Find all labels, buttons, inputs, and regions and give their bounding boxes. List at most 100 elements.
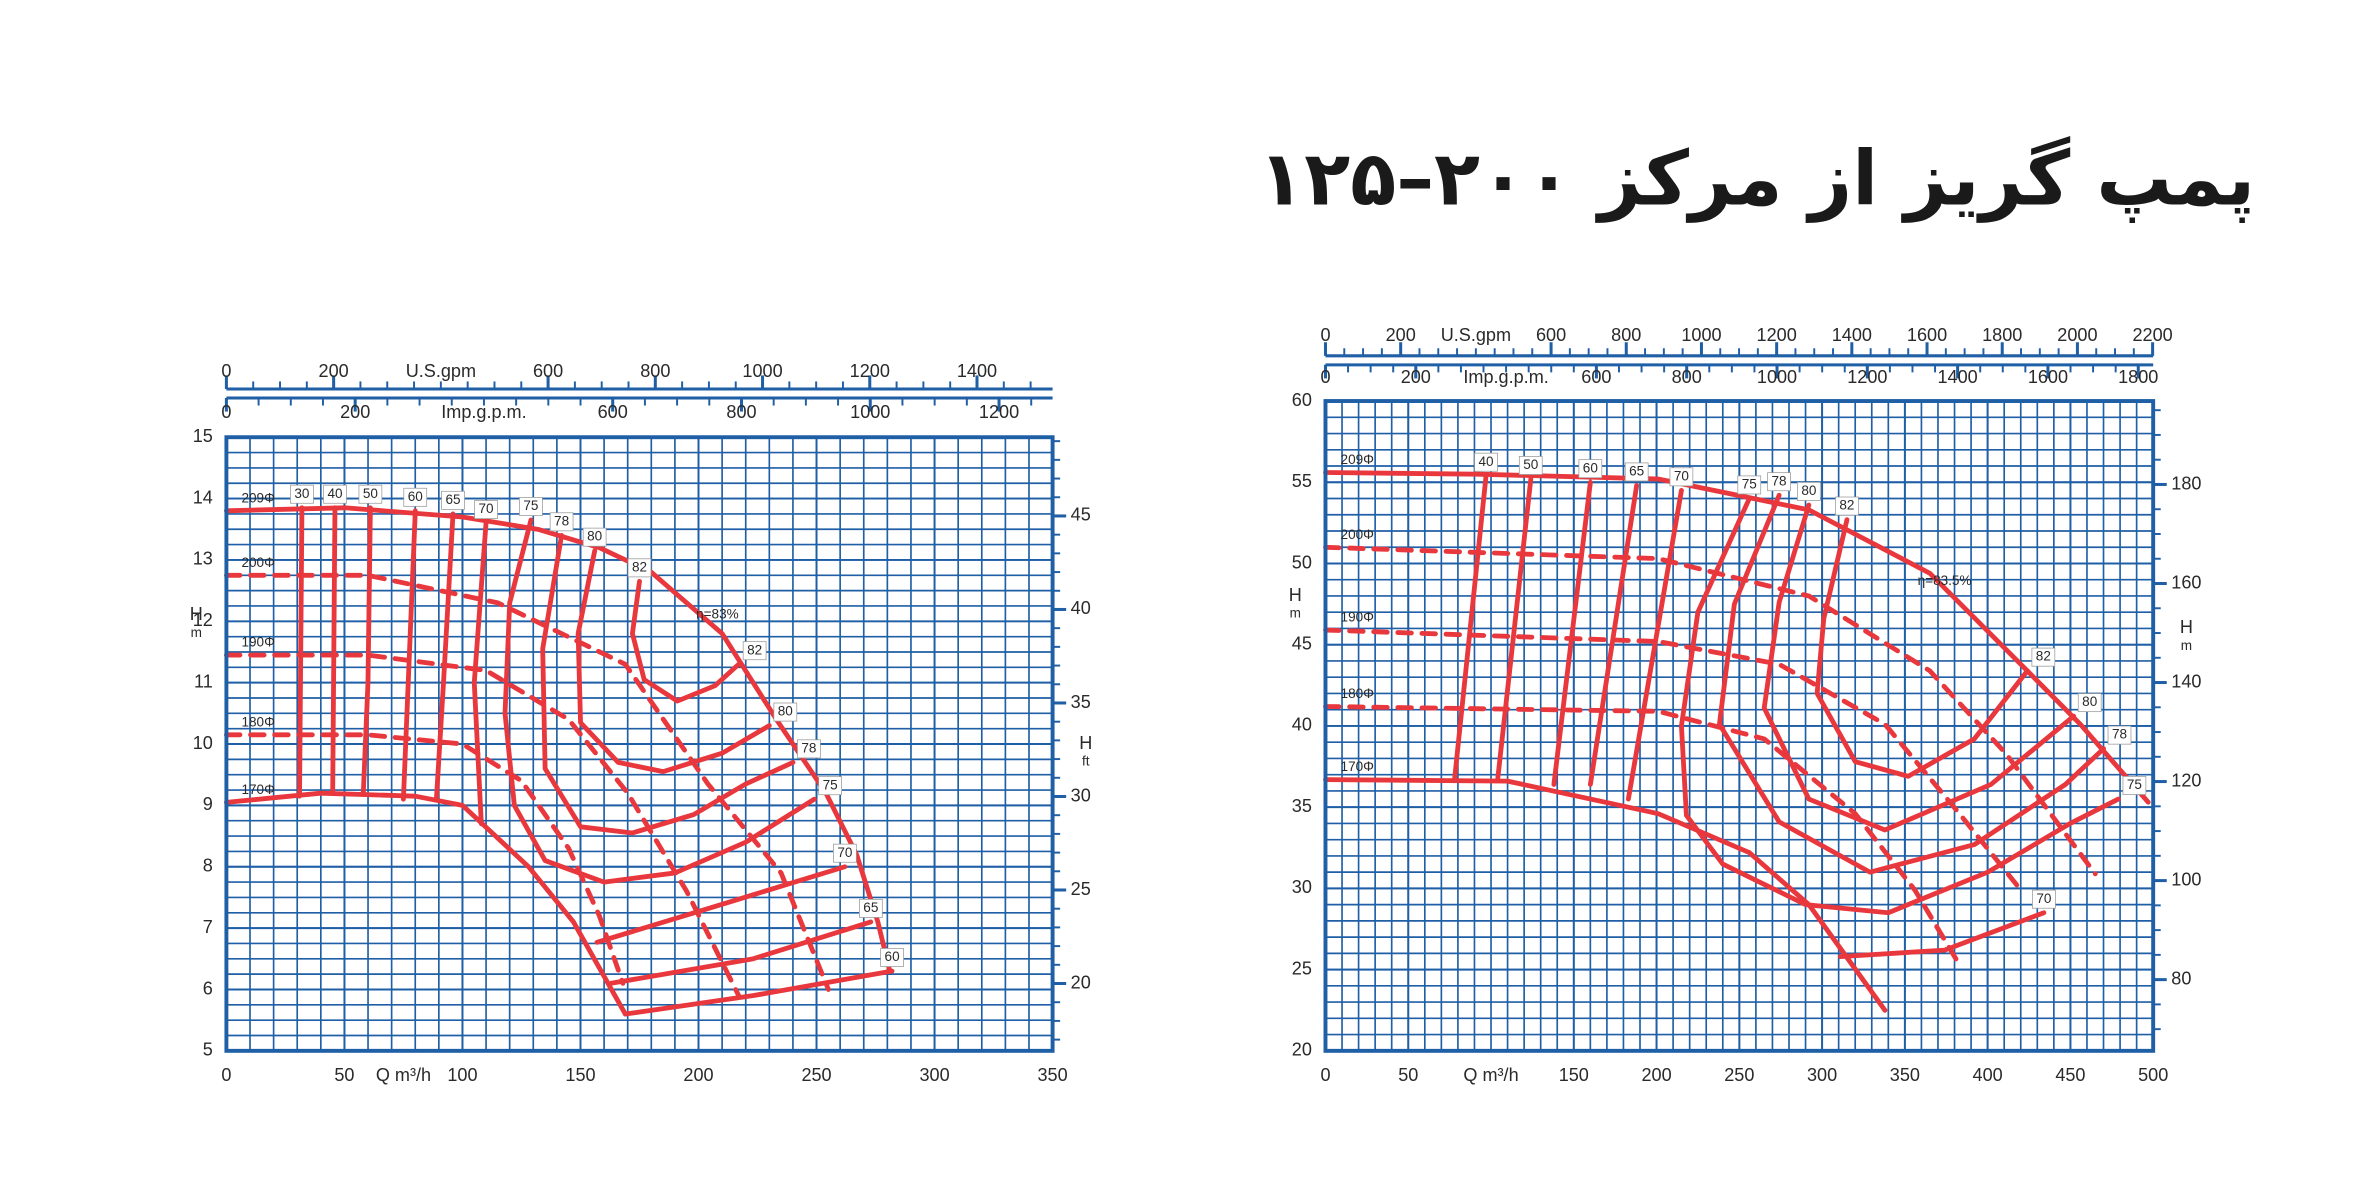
top-tick-label: 2200 bbox=[2133, 325, 2173, 345]
x-tick-label: 500 bbox=[2138, 1065, 2168, 1085]
efficiency-curve bbox=[540, 532, 796, 836]
y2-axis-label: H bbox=[1079, 733, 1092, 753]
curve-label: 60 bbox=[1583, 460, 1598, 475]
y-tick-label: 13 bbox=[193, 549, 213, 569]
x-tick-label: 100 bbox=[447, 1065, 477, 1085]
curve-label: 80 bbox=[1801, 483, 1816, 498]
impeller-label: 190Φ bbox=[241, 635, 275, 650]
y-axis-label: H bbox=[190, 604, 203, 624]
x-tick-label: 0 bbox=[221, 1065, 231, 1085]
label-background bbox=[627, 558, 652, 578]
efficiency-curve bbox=[1452, 473, 1489, 783]
impeller-curve bbox=[1323, 544, 2098, 877]
top-axis-label: Imp.g.p.m. bbox=[1463, 367, 1548, 387]
efficiency-curve bbox=[471, 520, 489, 827]
impeller-label: 209Φ bbox=[241, 490, 275, 505]
curve-label: 65 bbox=[863, 900, 878, 915]
label-background bbox=[549, 512, 574, 532]
top-tick-label: 1600 bbox=[2028, 367, 2068, 387]
y-tick-label: 40 bbox=[1292, 715, 1312, 735]
efficiency-curve bbox=[1837, 910, 2047, 960]
curve-label: 40 bbox=[327, 486, 342, 501]
impeller-curve bbox=[223, 732, 626, 986]
y2-tick-label: 25 bbox=[1071, 879, 1091, 899]
y2-tick-label: 120 bbox=[2171, 770, 2201, 790]
curve-label: 78 bbox=[801, 740, 816, 755]
impeller-curve bbox=[1323, 627, 2024, 893]
y2-tick-label: 100 bbox=[2171, 869, 2201, 889]
top-tick-label: 200 bbox=[319, 361, 349, 381]
x-tick-label: 150 bbox=[565, 1065, 595, 1085]
curve-label: 70 bbox=[479, 501, 494, 516]
efficiency-curve bbox=[297, 505, 305, 799]
top-axis-label: U.S.gpm bbox=[1441, 325, 1511, 345]
curve-label: 60 bbox=[885, 949, 900, 964]
x-tick-label: 350 bbox=[1038, 1065, 1068, 1085]
curve-label: 65 bbox=[445, 492, 460, 507]
x-tick-label: 0 bbox=[1320, 1065, 1330, 1085]
x-tick-label: 300 bbox=[919, 1065, 949, 1085]
efficiency-curve bbox=[1495, 476, 1534, 783]
top-tick-label: 0 bbox=[221, 361, 231, 381]
x-tick-label: 350 bbox=[1890, 1065, 1920, 1085]
label-background bbox=[2031, 647, 2056, 667]
y2-tick-label: 30 bbox=[1071, 785, 1091, 805]
label-background bbox=[880, 948, 904, 967]
curve-label: 70 bbox=[2036, 891, 2051, 906]
label-background bbox=[1474, 452, 1498, 472]
label-background bbox=[441, 490, 465, 510]
page-title: پمپ گریز از مرکز ۲۰۰–۱۲۵ bbox=[1258, 134, 2255, 223]
top-tick-label: 1400 bbox=[1832, 325, 1872, 345]
top-tick-label: 1800 bbox=[1982, 325, 2022, 345]
curve-label: 82 bbox=[747, 642, 762, 657]
curve-label: 75 bbox=[523, 498, 538, 513]
impeller-curve bbox=[1323, 777, 1888, 1013]
y2-tick-label: 40 bbox=[1071, 598, 1091, 618]
impeller-label: 209Φ bbox=[1341, 452, 1375, 467]
top-tick-label: 600 bbox=[598, 402, 628, 422]
label-background bbox=[519, 497, 543, 516]
top-tick-label: 200 bbox=[340, 402, 370, 422]
top-tick-label: 1000 bbox=[1757, 367, 1797, 387]
impeller-curve bbox=[223, 790, 628, 1017]
label-background bbox=[474, 500, 498, 519]
y2-axis-label: H bbox=[2180, 617, 2193, 637]
y-tick-label: 12 bbox=[193, 610, 213, 630]
x-axis-label: Q m³/h bbox=[1463, 1065, 1518, 1085]
label-background bbox=[818, 776, 842, 796]
label-background bbox=[833, 843, 857, 863]
y-tick-label: 60 bbox=[1292, 390, 1312, 410]
efficiency-curve bbox=[1587, 483, 1640, 787]
top-tick-label: 1000 bbox=[1681, 325, 1721, 345]
curve-label: 82 bbox=[632, 559, 647, 574]
label-background bbox=[858, 898, 883, 918]
label-background bbox=[742, 641, 767, 661]
y2-axis-unit: m bbox=[2181, 638, 2192, 653]
top-tick-label: 800 bbox=[640, 361, 670, 381]
y2-tick-label: 140 bbox=[2171, 671, 2201, 691]
efficiency-curve bbox=[1717, 492, 2106, 875]
top-tick-label: 0 bbox=[1320, 367, 1330, 387]
efficiency-curve bbox=[400, 508, 418, 802]
impeller-label: 170Φ bbox=[1341, 759, 1375, 774]
y2-tick-label: 80 bbox=[2171, 968, 2191, 988]
label-background bbox=[773, 702, 798, 722]
efficiency-curve bbox=[1814, 517, 2030, 779]
y-tick-label: 55 bbox=[1292, 471, 1312, 491]
x-tick-label: 450 bbox=[2055, 1065, 2085, 1085]
curve-label: 70 bbox=[1674, 468, 1689, 483]
top-tick-label: 1200 bbox=[1847, 367, 1887, 387]
efficiency-curve bbox=[360, 505, 373, 796]
label-background bbox=[2032, 889, 2056, 909]
top-tick-label: 600 bbox=[1536, 325, 1566, 345]
label-background bbox=[1624, 462, 1649, 482]
impeller-label: 180Φ bbox=[1341, 686, 1375, 701]
y-axis-label: H bbox=[1289, 585, 1302, 605]
curve-label: 75 bbox=[823, 777, 838, 792]
annotation: η=83.5% bbox=[1918, 573, 1972, 588]
top-tick-label: 1200 bbox=[979, 402, 1019, 422]
top-tick-label: 1600 bbox=[1907, 325, 1947, 345]
x-tick-label: 250 bbox=[801, 1065, 831, 1085]
top-axis-label: Imp.g.p.m. bbox=[441, 402, 526, 422]
